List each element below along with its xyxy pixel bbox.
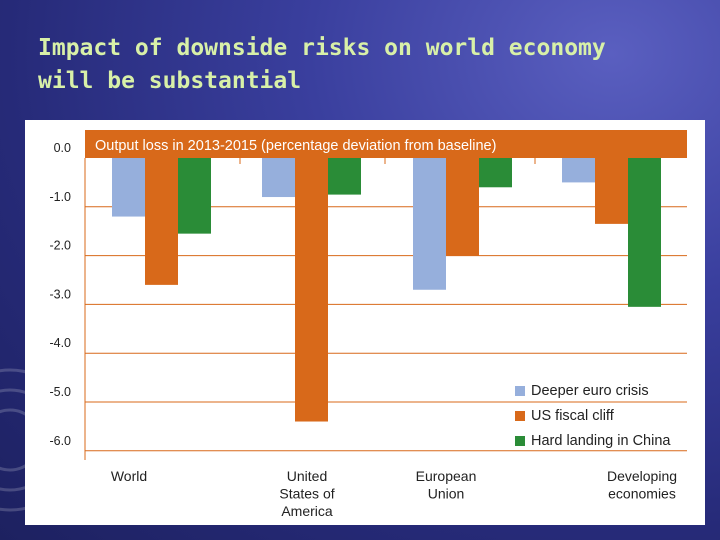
legend-swatch [515,385,525,396]
legend-swatch [515,435,525,446]
chart-title-band [85,130,687,158]
category-label: World [111,468,147,484]
bar [262,158,295,198]
y-tick-label: 0.0 [54,141,71,155]
chart-legend: Deeper euro crisis US fiscal cliff Hard la… [515,378,670,453]
bar [628,158,661,307]
bar [328,158,361,195]
chart-panel: Output loss in 2013-2015 (percentage dev… [25,120,705,525]
bar [178,158,211,234]
legend-label: Hard landing in China [531,432,671,449]
bar [112,158,145,217]
legend-label: US fiscal cliff [531,407,614,424]
legend-label: Deeper euro crisis [531,382,649,399]
y-tick-label: -3.0 [49,287,71,301]
bar [562,158,595,183]
legend-item: Hard landing in China [515,428,670,453]
legend-item: Deeper euro crisis [515,378,670,403]
category-label: Developing economies [607,468,677,502]
category-label: United States of America [279,468,334,519]
legend-item: US fiscal cliff [515,403,670,428]
category-label: European Union [416,468,477,502]
bar [145,158,178,285]
slide-title: Impact of downside risks on world econom… [38,35,606,94]
chart-title: Output loss in 2013-2015 (percentage dev… [95,138,496,154]
y-tick-label: -2.0 [49,239,71,253]
bar [295,158,328,422]
bar [413,158,446,290]
bar [446,158,479,256]
y-tick-label: -5.0 [49,385,71,399]
legend-swatch [515,410,525,421]
y-tick-label: -4.0 [49,336,71,350]
bar-chart: Output loss in 2013-2015 (percentage dev… [49,130,687,519]
bar [479,158,512,188]
y-tick-label: -1.0 [49,190,71,204]
bar [595,158,628,224]
y-tick-label: -6.0 [49,434,71,448]
